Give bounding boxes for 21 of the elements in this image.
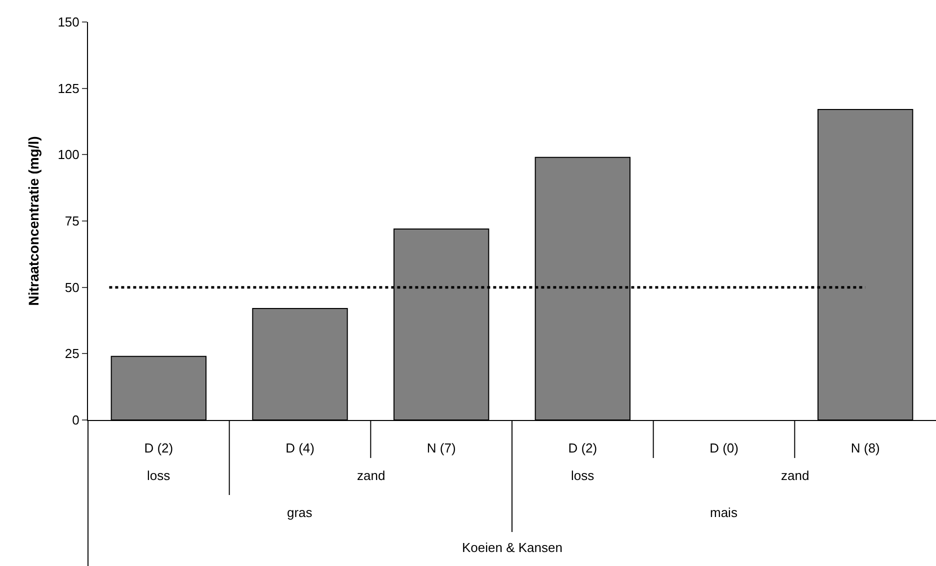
x-tick-label: D (4) xyxy=(286,440,314,456)
y-tick-label: 0 xyxy=(72,412,80,428)
text: loss xyxy=(147,468,171,483)
x-tick-label: D (0) xyxy=(710,440,738,456)
text: zand xyxy=(357,468,386,483)
text: loss xyxy=(571,468,595,483)
text: Koeien & Kansen xyxy=(462,540,562,555)
x-tick-label: N (8) xyxy=(850,440,880,456)
y-tick-label: 75 xyxy=(64,214,80,229)
y-axis-title: Nitraatconcentratie (mg/l) xyxy=(25,136,42,306)
x-tick-label: D (2) xyxy=(144,440,174,456)
x-tick-label: N (7) xyxy=(426,440,456,456)
x-tick-label: D (2) xyxy=(568,440,598,456)
text: gras xyxy=(287,505,313,520)
y-tick-label: 150 xyxy=(58,14,80,30)
text: zand xyxy=(781,468,810,483)
y-tick-label: 100 xyxy=(58,147,80,162)
y-tick-label: 125 xyxy=(58,80,80,96)
y-tick-label: 25 xyxy=(64,346,80,362)
text: mais xyxy=(710,505,738,520)
y-tick-label: 50 xyxy=(64,280,80,295)
